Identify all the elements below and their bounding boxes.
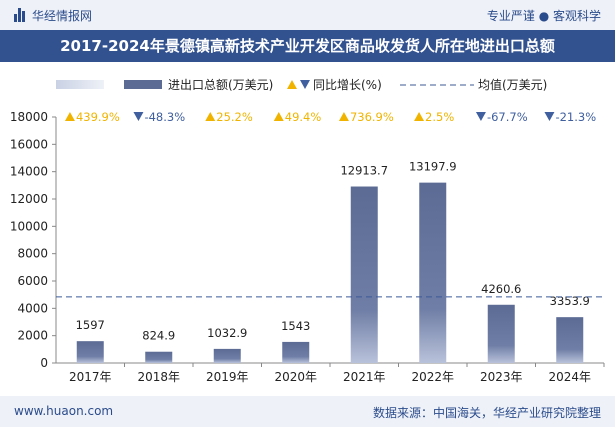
bar	[487, 304, 515, 363]
brand-name: 华经情报网	[32, 9, 93, 23]
legend-swatch-light	[56, 80, 104, 89]
tagline: 专业严谨 ● 客观科学	[486, 9, 601, 23]
footer-source: 数据来源：中国海关，华经产业研究院整理	[372, 406, 601, 420]
growth-label: -21.3%	[555, 110, 596, 124]
value-label: 824.9	[142, 329, 175, 343]
growth-label: 736.9%	[350, 110, 394, 124]
x-tick-label: 2020年	[274, 370, 317, 384]
x-tick-label: 2021年	[343, 370, 386, 384]
legend: 进出口总额(万美元) 同比增长(%) 均值(万美元)	[56, 77, 547, 92]
growth-up-triangle-icon	[205, 112, 216, 121]
value-label: 1597	[76, 318, 105, 332]
bar	[350, 186, 378, 363]
y-tick-label: 8000	[17, 247, 48, 261]
value-label: 12913.7	[340, 164, 388, 178]
y-tick-label: 0	[40, 356, 48, 370]
growth-label: 25.2%	[216, 110, 253, 124]
value-label: 1543	[281, 319, 310, 333]
legend-bar-label: 进出口总额(万美元)	[168, 78, 273, 92]
growth-down-triangle-icon	[544, 112, 555, 121]
growth-label: 439.9%	[76, 110, 120, 124]
bar	[145, 351, 173, 363]
legend-avg-label: 均值(万美元)	[478, 77, 547, 92]
growth-down-triangle-icon	[475, 112, 486, 121]
value-label: 13197.9	[409, 160, 457, 174]
x-tick-label: 2024年	[548, 370, 591, 384]
legend-down-triangle-icon	[300, 80, 310, 89]
x-tick-label: 2022年	[411, 370, 454, 384]
value-label: 3353.9	[550, 294, 590, 308]
brand-logo-icon	[14, 8, 26, 22]
y-axis: 0 2000 4000 6000 8000 10000 12000 14000 16000 180…	[10, 110, 56, 370]
growth-up-triangle-icon	[338, 112, 349, 121]
y-tick-label: 18000	[10, 110, 48, 124]
x-tick-label: 2019年	[206, 370, 249, 384]
legend-swatch-bar	[124, 80, 162, 89]
footer-url: www.huaon.com	[14, 404, 114, 418]
x-tick-label: 2018年	[137, 370, 180, 384]
growth-down-triangle-icon	[133, 112, 144, 121]
bar	[76, 341, 104, 363]
top-bar: 华经情报网 专业严谨 ● 客观科学	[0, 0, 615, 30]
chart-svg: 进出口总额(万美元) 同比增长(%) 均值(万美元) 0 2000 4000 6000…	[10, 77, 605, 384]
bar	[282, 341, 310, 363]
y-tick-label: 4000	[17, 301, 48, 315]
y-tick-label: 6000	[17, 274, 48, 288]
bar	[213, 348, 241, 363]
y-tick-label: 12000	[10, 192, 48, 206]
chart-title: 2017-2024年景德镇高新技术产业开发区商品收发货人所在地进出口总额	[60, 37, 555, 55]
value-labels: 1597 824.9 1032.9 1543 12913.7 13197.9 4260.6 3…	[76, 160, 590, 343]
growth-labels: 439.9% -48.3% 25.2% 49.4% 736.9% 2.5% -67.7% -2…	[64, 110, 596, 124]
growth-label: 49.4%	[285, 110, 322, 124]
y-tick-label: 16000	[10, 137, 48, 151]
growth-label: -48.3%	[144, 110, 185, 124]
growth-up-triangle-icon	[64, 112, 75, 121]
y-tick-label: 10000	[10, 219, 48, 233]
bars	[76, 182, 584, 363]
legend-up-triangle-icon	[287, 80, 297, 89]
x-axis: 2017年 2018年 2019年 2020年 2021年 2022年 2023年 2024年	[69, 363, 605, 384]
title-bar: 2017-2024年景德镇高新技术产业开发区商品收发货人所在地进出口总额	[0, 30, 615, 62]
y-tick-label: 14000	[10, 165, 48, 179]
value-label: 1032.9	[207, 326, 247, 340]
legend-growth-label: 同比增长(%)	[313, 78, 382, 92]
growth-label: -67.7%	[487, 110, 528, 124]
y-tick-label: 2000	[17, 329, 48, 343]
x-tick-label: 2023年	[480, 370, 523, 384]
footer: www.huaon.com 数据来源：中国海关，华经产业研究院整理	[0, 396, 615, 427]
growth-up-triangle-icon	[273, 112, 284, 121]
x-tick-label: 2017年	[69, 370, 112, 384]
bar	[419, 182, 447, 363]
growth-up-triangle-icon	[414, 112, 425, 121]
growth-label: 2.5%	[425, 110, 454, 124]
value-label: 4260.6	[481, 282, 521, 296]
bar	[556, 317, 584, 363]
